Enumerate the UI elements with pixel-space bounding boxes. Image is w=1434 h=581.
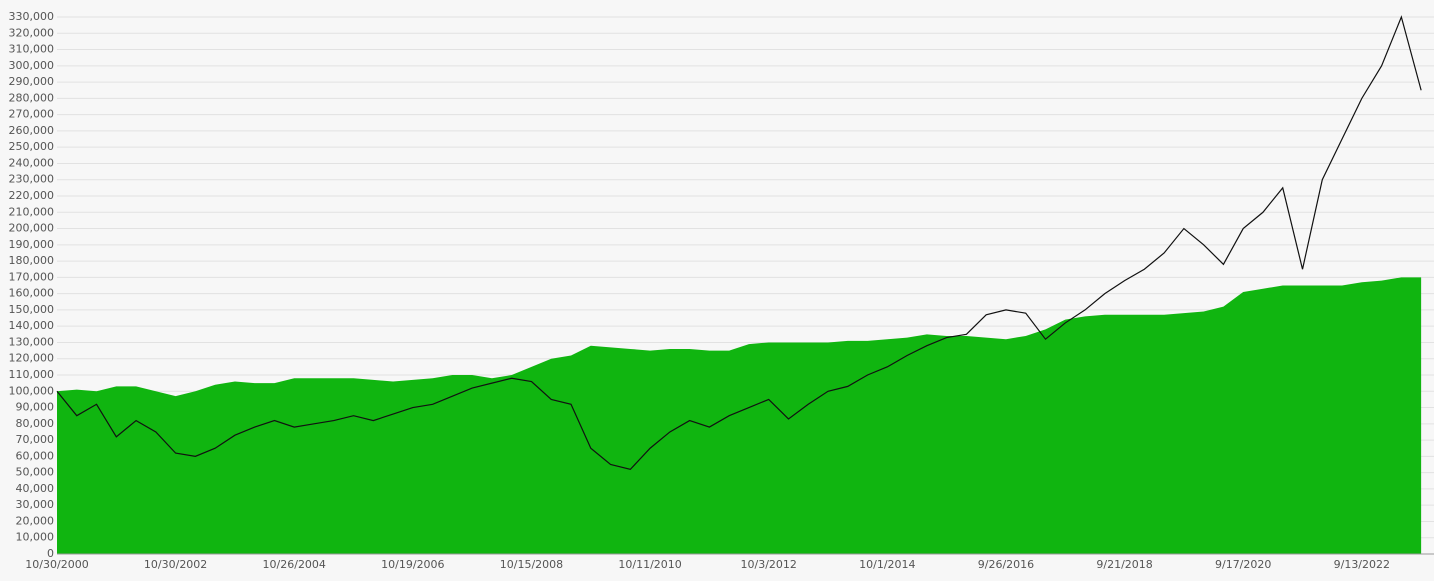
y-tick-label: 200,000 — [9, 222, 55, 235]
y-tick-label: 190,000 — [9, 238, 55, 251]
y-tick-label: 80,000 — [16, 417, 55, 430]
x-tick-label: 10/11/2010 — [618, 558, 681, 571]
y-tick-label: 240,000 — [9, 156, 55, 169]
y-tick-label: 170,000 — [9, 270, 55, 283]
y-tick-label: 0 — [47, 547, 54, 560]
y-tick-label: 10,000 — [16, 531, 55, 544]
x-tick-label: 9/26/2016 — [978, 558, 1034, 571]
x-tick-label: 9/21/2018 — [1096, 558, 1152, 571]
y-tick-label: 270,000 — [9, 108, 55, 121]
area — [57, 277, 1422, 554]
y-tick-label: 320,000 — [9, 26, 55, 39]
y-tick-label: 290,000 — [9, 75, 55, 88]
y-tick-label: 30,000 — [16, 498, 55, 511]
x-tick-label: 10/19/2006 — [381, 558, 444, 571]
y-tick-label: 60,000 — [16, 449, 55, 462]
y-tick-label: 330,000 — [9, 10, 55, 23]
y-tick-label: 70,000 — [16, 433, 55, 446]
y-tick-label: 230,000 — [9, 173, 55, 186]
y-tick-label: 110,000 — [9, 368, 55, 381]
x-tick-label: 10/30/2002 — [144, 558, 207, 571]
y-tick-label: 40,000 — [16, 482, 55, 495]
x-tick-label: 9/13/2022 — [1334, 558, 1390, 571]
x-tick-label: 9/17/2020 — [1215, 558, 1271, 571]
y-tick-label: 220,000 — [9, 189, 55, 202]
y-tick-label: 210,000 — [9, 205, 55, 218]
y-tick-label: 260,000 — [9, 124, 55, 137]
x-tick-label: 10/1/2014 — [859, 558, 915, 571]
x-tick-label: 10/3/2012 — [741, 558, 797, 571]
y-tick-label: 300,000 — [9, 59, 55, 72]
y-tick-label: 100,000 — [9, 384, 55, 397]
y-tick-label: 160,000 — [9, 287, 55, 300]
x-tick-label: 10/15/2008 — [500, 558, 563, 571]
y-tick-label: 310,000 — [9, 43, 55, 56]
y-tick-label: 130,000 — [9, 335, 55, 348]
x-tick-label: 10/26/2004 — [263, 558, 326, 571]
y-tick-label: 280,000 — [9, 91, 55, 104]
y-tick-label: 180,000 — [9, 254, 55, 267]
y-tick-label: 50,000 — [16, 466, 55, 479]
y-tick-label: 140,000 — [9, 319, 55, 332]
y-tick-label: 250,000 — [9, 140, 55, 153]
y-tick-label: 20,000 — [16, 514, 55, 527]
y-tick-label: 90,000 — [16, 401, 55, 414]
x-tick-label: 10/30/2000 — [25, 558, 88, 571]
y-tick-label: 150,000 — [9, 303, 55, 316]
line — [56, 15, 1422, 471]
y-tick-label: 120,000 — [9, 352, 55, 365]
